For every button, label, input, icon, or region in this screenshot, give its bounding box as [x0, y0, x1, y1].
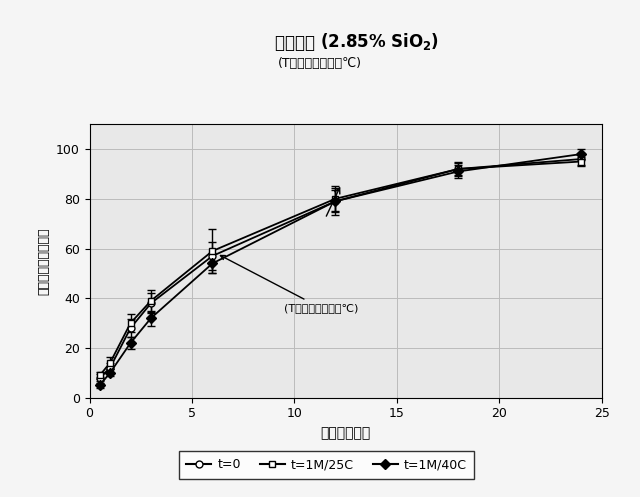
- Legend: t=0, t=1M/25C, t=1M/40C: t=0, t=1M/25C, t=1M/40C: [179, 451, 474, 479]
- Y-axis label: 累積薬物放出（％）: 累積薬物放出（％）: [38, 227, 51, 295]
- Text: (T＝１カ月、４０℃): (T＝１カ月、４０℃): [220, 255, 358, 313]
- Text: (T＝１カ月、２５℃): (T＝１カ月、２５℃): [278, 57, 362, 70]
- X-axis label: 時間（時間）: 時間（時間）: [321, 426, 371, 440]
- Text: 製剤１１: 製剤１１: [275, 34, 320, 52]
- Text: $\mathbf{(2.85\%\ SiO_2)}$: $\mathbf{(2.85\%\ SiO_2)}$: [320, 31, 439, 52]
